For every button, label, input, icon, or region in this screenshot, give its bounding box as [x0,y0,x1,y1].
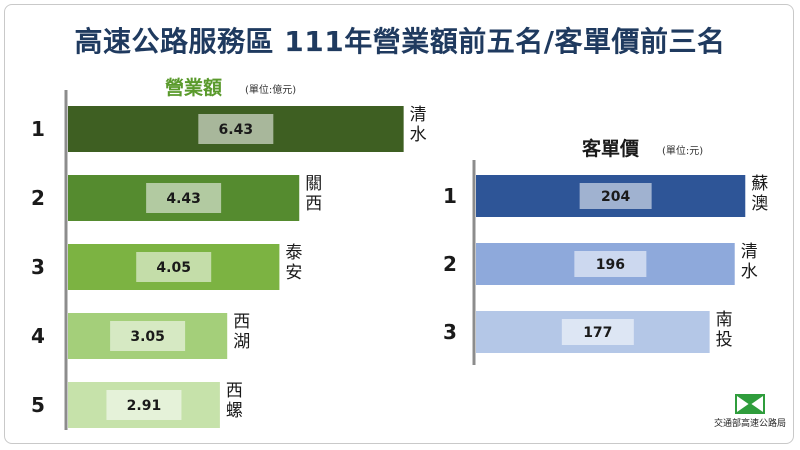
price-category-label: 清水 [741,242,758,282]
revenue-category-label: 西湖 [233,312,250,352]
price-rank-label: 1 [443,184,457,208]
revenue-data-label: 2.91 [127,398,162,414]
price-rank-label: 3 [443,320,457,344]
page-title: 高速公路服務區 111年營業額前五名/客單價前三名 [74,25,726,58]
price-rank-label: 2 [443,252,457,276]
revenue-category-label: 西螺 [226,381,243,421]
revenue-value-box [110,321,186,351]
revenue-rank-label: 2 [31,186,45,210]
revenue-value-box [198,114,274,144]
revenue-data-label: 4.43 [166,191,201,207]
revenue-chart-title: 營業額 [165,76,222,99]
revenue-value-box [136,252,212,282]
revenue-category-label: 清水 [410,105,427,145]
revenue-rank-label: 3 [31,255,45,279]
revenue-category-label: 泰安 [285,243,302,283]
price-chart-title: 客單價 [582,137,640,160]
highway-logo-icon [735,394,765,414]
revenue-rank-label: 4 [31,324,45,348]
price-value-box [574,251,647,277]
agency-logo: 交通部高速公路局 [700,394,800,429]
revenue-data-label: 4.05 [156,260,191,276]
revenue-data-label: 6.43 [219,122,254,138]
price-data-label: 196 [596,257,625,273]
revenue-value-box [106,390,182,420]
revenue-category-label: 關西 [305,174,322,214]
price-unit-note: (單位:元) [662,144,703,157]
price-data-label: 177 [583,325,612,341]
price-category-label: 南投 [716,310,733,350]
revenue-rank-label: 5 [31,393,45,417]
revenue-rank-label: 1 [31,117,45,141]
logo-text: 交通部高速公路局 [713,419,786,429]
price-data-label: 204 [601,189,630,205]
price-category-label: 蘇澳 [751,174,768,214]
price-value-box [579,183,652,209]
slide-frame [4,4,794,444]
revenue-data-label: 3.05 [130,329,165,345]
revenue-value-box [146,183,222,213]
price-value-box [561,319,634,345]
revenue-unit-note: (單位:億元) [245,83,296,96]
